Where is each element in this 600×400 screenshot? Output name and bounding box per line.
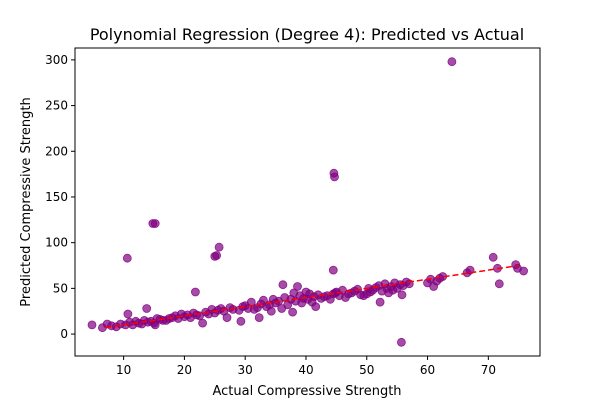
data-point xyxy=(236,316,246,326)
axis-ticks: 10 20 30 40 50 60 70 0 50 100 150 200 250 300 xyxy=(45,53,496,377)
y-axis-label: Predicted Compressive Strength xyxy=(19,97,34,306)
data-point xyxy=(190,287,200,297)
data-point xyxy=(214,242,224,252)
data-point xyxy=(212,251,222,260)
y-tick-label: 150 xyxy=(45,190,68,204)
data-point xyxy=(198,318,208,328)
data-point xyxy=(122,253,132,263)
x-tick-label: 20 xyxy=(177,363,192,377)
y-tick-label: 200 xyxy=(45,144,68,158)
data-point xyxy=(447,57,457,67)
data-point xyxy=(142,304,152,313)
x-tick-label: 40 xyxy=(298,363,313,377)
data-point xyxy=(397,290,407,300)
chart-title: Polynomial Regression (Degree 4): Predic… xyxy=(90,25,524,44)
reference-line xyxy=(105,264,519,329)
data-point xyxy=(311,302,321,312)
data-point xyxy=(288,307,298,317)
data-point xyxy=(123,309,133,319)
x-tick-label: 10 xyxy=(116,363,131,377)
y-tick-label: 50 xyxy=(53,281,68,295)
x-tick-label: 70 xyxy=(481,363,496,377)
data-point xyxy=(519,266,528,276)
y-tick-label: 300 xyxy=(45,53,68,67)
data-point xyxy=(254,313,264,323)
data-point xyxy=(87,320,97,330)
data-point xyxy=(293,282,302,291)
y-tick-label: 100 xyxy=(45,236,68,250)
data-point xyxy=(330,172,339,182)
data-point xyxy=(150,219,160,228)
y-tick-label: 250 xyxy=(45,99,68,113)
data-point xyxy=(375,297,385,307)
data-point xyxy=(488,252,498,262)
plot-frame xyxy=(74,47,541,357)
data-point xyxy=(494,279,504,289)
y-tick-label: 0 xyxy=(60,327,68,341)
data-point xyxy=(266,306,276,316)
data-point xyxy=(328,265,338,275)
x-tick-label: 50 xyxy=(359,363,374,377)
plot-area xyxy=(87,57,528,347)
x-tick-label: 60 xyxy=(420,363,435,377)
x-axis-label: Actual Compressive Strength xyxy=(212,384,401,399)
data-point xyxy=(278,280,288,290)
data-point xyxy=(222,313,232,323)
x-tick-label: 30 xyxy=(238,363,253,377)
data-point xyxy=(396,337,406,347)
